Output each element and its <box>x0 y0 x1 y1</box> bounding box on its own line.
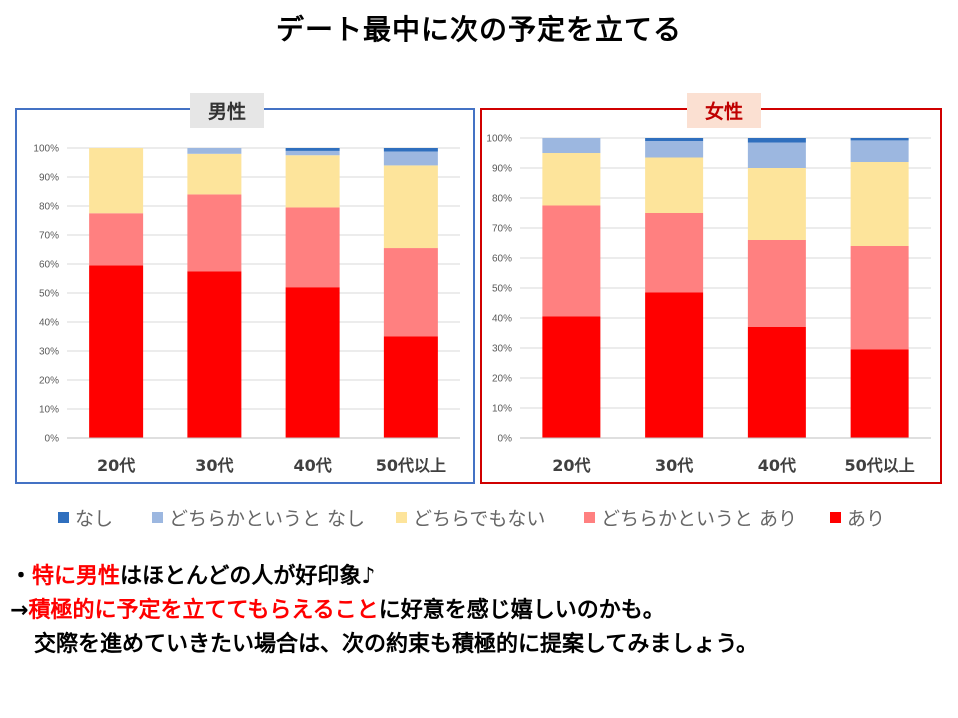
bar-segment <box>542 153 601 206</box>
x-tick-label: 40代 <box>293 456 331 475</box>
y-tick-label: 70% <box>492 224 512 235</box>
bar-segment <box>645 141 704 158</box>
y-tick-label: 30% <box>492 344 512 355</box>
bar-segment <box>747 168 806 240</box>
note-line-2: →積極的に予定を立ててもらえることに好意を感じ嬉しいのかも。 <box>10 594 950 628</box>
bar-segment <box>850 140 909 162</box>
arrow-icon: → <box>10 598 29 623</box>
male-panel-label: 男性 <box>190 93 265 128</box>
legend-label: どちらかというと あり <box>601 508 798 530</box>
bar-segment <box>747 138 806 143</box>
y-tick-label: 90% <box>39 173 59 184</box>
x-tick-label: 40代 <box>758 456 796 475</box>
y-tick-label: 30% <box>39 347 59 358</box>
y-tick-label: 80% <box>39 202 59 213</box>
x-tick-label: 20代 <box>552 456 590 475</box>
legend-swatch <box>830 512 841 523</box>
x-tick-label: 30代 <box>655 456 693 475</box>
page-title: デート最中に次の予定を立てる <box>275 13 682 46</box>
legend-label: なし <box>75 508 114 530</box>
male-chart-panel: 0% 10% 20% 30% 40% 50% 60% 70% 80% 90% 100% 20代 30代 4… <box>15 93 475 484</box>
y-tick-label: 50% <box>492 284 512 295</box>
note-highlight: 特に男性 <box>32 564 121 589</box>
y-tick-label: 40% <box>492 314 512 325</box>
x-tick-label: 50代以上 <box>376 456 446 475</box>
y-tick-label: 60% <box>39 260 59 271</box>
bar-segment <box>383 151 438 166</box>
y-tick-label: 50% <box>39 289 59 300</box>
bar-segment <box>187 271 242 438</box>
bar-segment <box>747 240 806 327</box>
bar-segment <box>383 148 438 152</box>
bar-segment <box>850 246 909 350</box>
female-chart-panel: 0% 10% 20% 30% 40% 50% 60% 70% 80% 90% 100% 20代 30代 4… <box>480 93 942 484</box>
legend-item-dochira-nashi: どちらかというと なし <box>152 504 365 531</box>
legend-item-nashi: なし <box>58 504 113 531</box>
bar-segment <box>383 336 438 438</box>
x-tick-label: 20代 <box>97 456 135 475</box>
y-tick-label: 20% <box>39 376 59 387</box>
legend-label: どちらでもない <box>413 508 546 530</box>
bar-segment <box>850 349 909 438</box>
y-tick-label: 0% <box>498 434 513 445</box>
bar-segment <box>383 248 438 337</box>
female-panel-label: 女性 <box>687 93 762 128</box>
bar-segment <box>542 316 601 438</box>
chart-legend: なし どちらかというと なし どちらでもない どちらかというと あり あり <box>48 504 948 532</box>
x-tick-label: 30代 <box>195 456 233 475</box>
male-stacked-bar-chart: 0% 10% 20% 30% 40% 50% 60% 70% 80% 90% 100% 20代 30代 4… <box>33 144 460 475</box>
bar-segment <box>89 213 144 266</box>
bar-segment <box>285 150 340 156</box>
legend-label: どちらかというと なし <box>169 508 366 530</box>
bar-segment <box>187 153 242 195</box>
bar-segment <box>89 148 144 214</box>
bullet: ・ <box>10 564 33 589</box>
note-line-1: ・特に男性はほとんどの人が好印象♪ <box>10 560 950 594</box>
legend-label: あり <box>847 508 886 530</box>
bar-segment <box>542 138 601 153</box>
bar-segment <box>89 265 144 438</box>
y-tick-label: 100% <box>33 144 59 155</box>
y-tick-label: 10% <box>492 404 512 415</box>
note-text: に好意を感じ嬉しいのかも。 <box>378 598 665 623</box>
bar-segment <box>187 148 242 154</box>
legend-item-dochira-demonai: どちらでもない <box>396 504 545 531</box>
bar-segment <box>542 205 601 317</box>
bar-segment <box>850 138 909 141</box>
bar-segment <box>285 287 340 438</box>
y-tick-label: 80% <box>492 194 512 205</box>
legend-item-dochira-ari: どちらかというと あり <box>584 504 797 531</box>
bar-segment <box>747 327 806 438</box>
legend-swatch <box>152 512 163 523</box>
y-tick-label: 20% <box>492 374 512 385</box>
x-tick-label: 50代以上 <box>844 456 914 475</box>
y-tick-label: 10% <box>39 405 59 416</box>
y-tick-label: 70% <box>39 231 59 242</box>
bar-segment <box>645 157 704 213</box>
bar-segment <box>645 292 704 438</box>
y-tick-label: 40% <box>39 318 59 329</box>
note-highlight: 積極的に予定を立ててもらえること <box>28 598 379 623</box>
bar-segment <box>645 138 704 141</box>
bar-segment <box>285 148 340 151</box>
bar-segment <box>850 162 909 246</box>
commentary: ・特に男性はほとんどの人が好印象♪ →積極的に予定を立ててもらえることに好意を感… <box>10 560 950 662</box>
legend-swatch <box>396 512 407 523</box>
bar-segment <box>645 213 704 293</box>
y-tick-label: 0% <box>45 434 60 445</box>
legend-item-ari: あり <box>830 504 885 531</box>
female-stacked-bar-chart: 0% 10% 20% 30% 40% 50% 60% 70% 80% 90% 100% 20代 30代 4… <box>486 134 931 475</box>
note-line-3: 交際を進めていきたい場合は、次の約束も積極的に提案してみましょう。 <box>34 632 759 657</box>
y-tick-label: 100% <box>486 134 512 145</box>
y-tick-label: 90% <box>492 164 512 175</box>
bar-segment <box>187 194 242 272</box>
note-text: はほとんどの人が好印象♪ <box>120 564 376 589</box>
bar-segment <box>285 207 340 288</box>
y-tick-label: 60% <box>492 254 512 265</box>
legend-swatch <box>584 512 595 523</box>
bar-segment <box>285 155 340 208</box>
legend-swatch <box>58 512 69 523</box>
bar-segment <box>383 165 438 249</box>
bar-segment <box>747 142 806 168</box>
